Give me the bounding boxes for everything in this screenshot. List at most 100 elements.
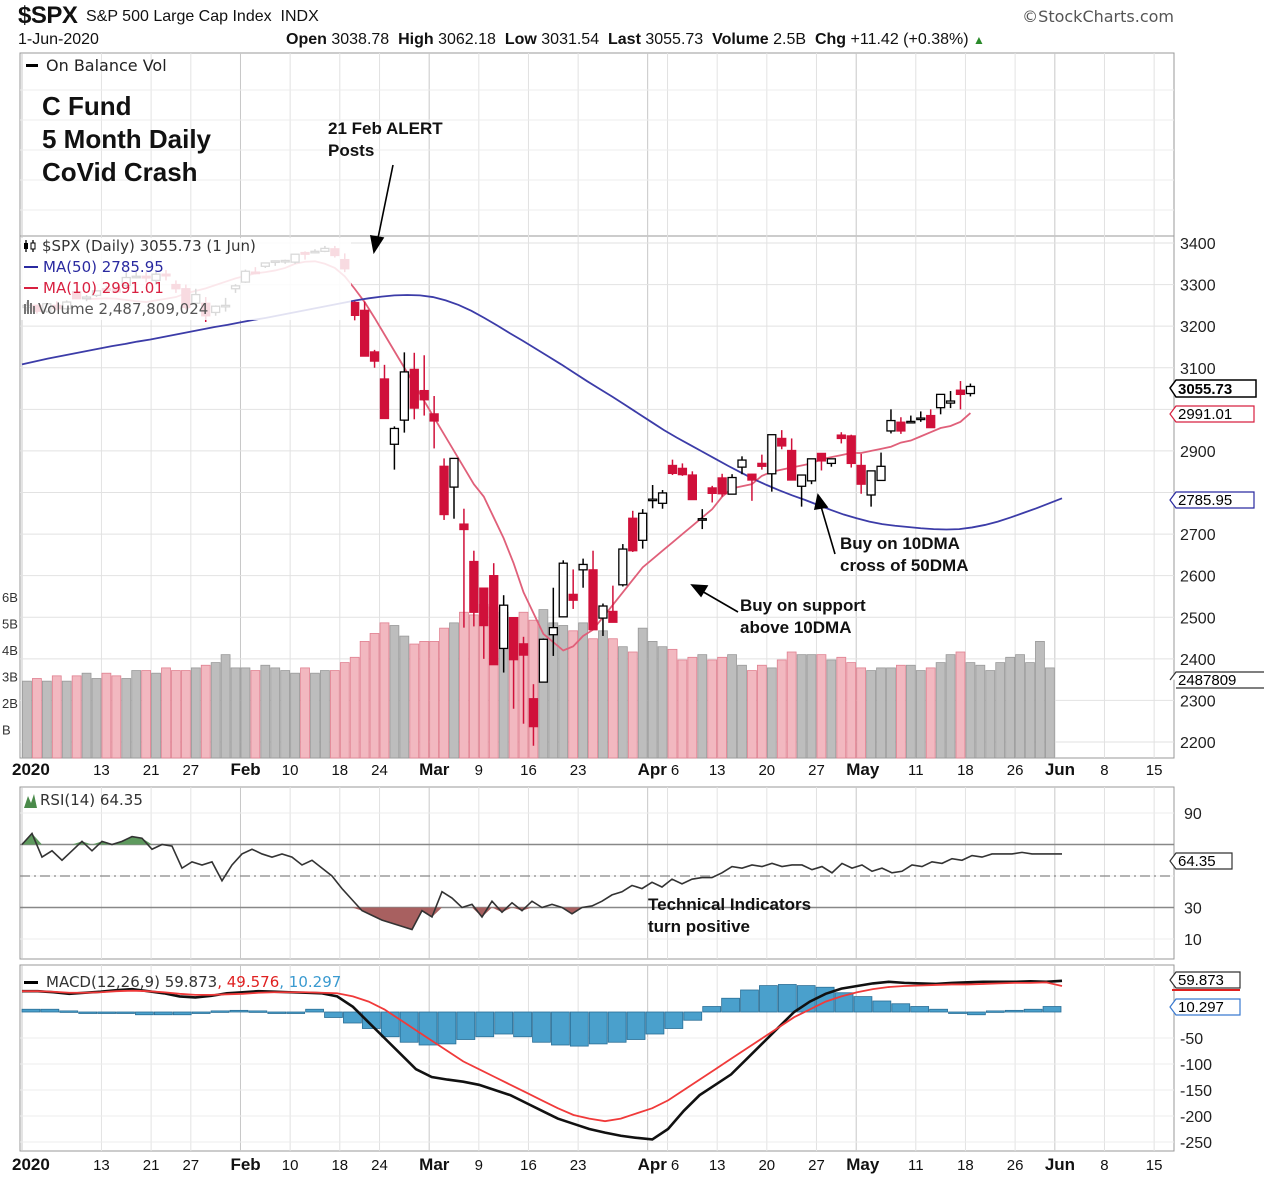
candle-body (727, 476, 737, 495)
tag-rsi: 64.35 (1169, 852, 1233, 870)
volume-bar (429, 641, 440, 759)
x-tick-label: 24 (371, 762, 388, 779)
x-tick-label: 26 (1007, 1157, 1024, 1174)
volume-bar (399, 635, 410, 759)
alert-arrow (376, 164, 394, 244)
candle-body (359, 309, 370, 357)
x-tick-label: 27 (808, 762, 825, 779)
price-tick-label: 3200 (1180, 319, 1216, 336)
volume-bar (300, 667, 310, 759)
macd-histogram-bar (891, 1003, 911, 1013)
volume-bar (627, 651, 638, 759)
x-tick-label: Jun (1045, 1155, 1075, 1174)
volume-bar (717, 656, 728, 759)
tag-volume: 2487809 (1169, 671, 1264, 689)
macd-panel-frame (19, 964, 1175, 1152)
macd-histogram-bar (532, 1011, 551, 1043)
tag-hist-text: 10.297 (1178, 999, 1224, 1016)
alert-annotation: 21 Feb ALERT Posts (328, 119, 443, 160)
volume-bar (886, 667, 896, 759)
volume-bar (737, 664, 747, 759)
tag-macd: 59.873 (1169, 971, 1241, 991)
x-tick-label: Apr (638, 1155, 668, 1174)
macd-histogram-bar (21, 1008, 41, 1013)
volume-bar (856, 667, 867, 759)
macd-histogram-bar (985, 1010, 1005, 1013)
rsi-legend-icon (24, 794, 37, 808)
tag-last: 3055.73 (1169, 379, 1257, 398)
macd-histogram-bar (494, 1011, 514, 1035)
macd-tick-label: -250 (1180, 1135, 1212, 1152)
candle-body (757, 462, 767, 467)
x-tick-label: May (846, 1155, 880, 1174)
volume-bar (240, 667, 251, 759)
chg-label: Chg (814, 31, 847, 48)
volume-bar (71, 675, 82, 759)
chg-value: +11.42 (+0.38%) (850, 31, 969, 48)
macd-histogram-bar (267, 1011, 287, 1014)
volume-bar (836, 656, 847, 759)
macd-histogram-bar (248, 1010, 268, 1013)
volume-bar (578, 622, 588, 759)
candle-body (687, 474, 697, 501)
candle-body (886, 419, 896, 432)
candle-body (856, 464, 866, 485)
rsi-panel-frame (19, 786, 1175, 960)
candle-body (399, 371, 409, 421)
candle-body (608, 610, 618, 623)
ma50-legend-swatch (24, 266, 38, 268)
index-name: S&P 500 Large Cap Index INDX (86, 8, 319, 26)
obv-legend: On Balance Vol (26, 56, 167, 75)
volume-bar (329, 670, 340, 759)
candle-body (767, 434, 777, 475)
macd-histogram-bar (569, 1011, 589, 1047)
macd-histogram-bar (324, 1011, 343, 1018)
price-legend: $SPX (Daily) 3055.73 (1 Jun) MA(50) 2785… (21, 237, 351, 320)
macd-tick-label: -100 (1180, 1057, 1212, 1074)
volume-bar (32, 678, 42, 759)
support-arrowhead (690, 584, 709, 598)
x-tick-label: 18 (957, 762, 974, 779)
macd-histogram-bar (702, 1006, 722, 1013)
copyright[interactable]: ©StockCharts.com (1022, 7, 1174, 26)
macd-histogram-bar (1004, 1009, 1024, 1013)
low-value: 3031.54 (541, 31, 600, 48)
volume-bar (349, 656, 360, 759)
candle-body (777, 437, 787, 447)
candle-body (806, 458, 817, 482)
candle-body (439, 465, 449, 516)
last-label: Last (608, 31, 641, 48)
rsi-legend-text: RSI(14) 64.35 (40, 791, 143, 809)
volume-bar (945, 654, 956, 759)
rsi-oversold-fill (382, 907, 392, 924)
candle-body (896, 421, 906, 432)
ma10-legend-swatch (24, 287, 38, 289)
volume-bar (796, 654, 807, 759)
x-tick-label: 16 (520, 1157, 537, 1174)
candle-body (846, 435, 856, 465)
volume-bar (637, 627, 648, 759)
x-tick-label: 9 (475, 762, 483, 779)
volume-bar (22, 680, 32, 759)
price-tick-label: 2600 (1180, 569, 1216, 586)
x-tick-label: 2020 (12, 1155, 50, 1174)
candle-body (955, 389, 966, 396)
x-tick-label: 6 (671, 1157, 679, 1174)
macd-histogram-bar (777, 984, 797, 1013)
candle-body (737, 459, 747, 468)
x-tick-label: 23 (570, 1157, 587, 1174)
volume-bar (121, 678, 132, 759)
volume-bar (846, 662, 857, 759)
x-tick-label: 10 (282, 1157, 299, 1174)
volume-bar (727, 654, 737, 759)
x-tick-label: May (846, 760, 880, 779)
macd-legend: MACD(12,26,9) 59.873, 49.576, 10.297 (24, 973, 341, 991)
x-tick-label: Jun (1045, 760, 1075, 779)
price-tick-label: 2500 (1180, 610, 1216, 627)
candle-body (618, 548, 628, 586)
macd-histogram-bar (210, 1010, 230, 1013)
macd-histogram-bar (437, 1011, 457, 1045)
volume-bar (409, 643, 420, 759)
candle-body (568, 593, 578, 601)
